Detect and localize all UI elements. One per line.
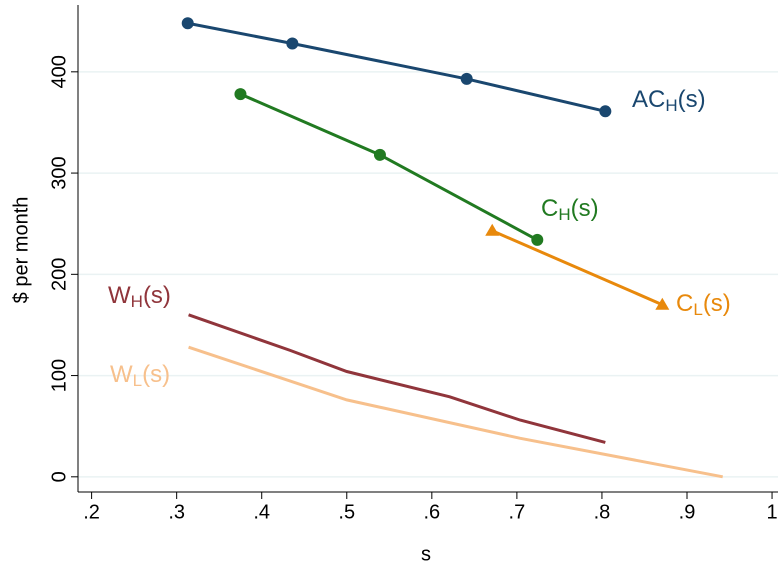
series-label: CL(s) xyxy=(676,290,731,319)
series-line xyxy=(188,345,723,479)
series-line xyxy=(188,313,606,444)
series-label-part: AC xyxy=(632,86,665,113)
x-tick-label: .8 xyxy=(594,501,611,523)
point xyxy=(460,72,473,85)
series-label-part: (s) xyxy=(143,282,171,309)
series-label-part: H xyxy=(558,205,570,224)
y-axis-label: $ per month xyxy=(10,197,32,304)
x-axis-label: s xyxy=(421,543,431,565)
series-label: WL(s) xyxy=(110,361,170,390)
series-label-part: H xyxy=(131,292,143,311)
series-label-part: W xyxy=(108,282,131,309)
x-tick-label: .6 xyxy=(423,501,440,523)
series-label-part: W xyxy=(110,361,133,388)
y-tick-label: 300 xyxy=(48,156,70,189)
x-tick-label: .7 xyxy=(509,501,526,523)
series-label-part: C xyxy=(541,195,558,222)
x-tick-label: .2 xyxy=(83,501,100,523)
series-label-part: (s) xyxy=(703,290,731,317)
x-tick-label: .4 xyxy=(253,501,270,523)
point xyxy=(599,105,612,118)
series-label-part: L xyxy=(133,371,142,390)
series-label-part: (s) xyxy=(571,195,599,222)
series-line xyxy=(187,21,606,113)
x-tick-label: .5 xyxy=(338,501,355,523)
point xyxy=(234,88,247,101)
y-tick-label: 0 xyxy=(48,471,70,482)
point xyxy=(531,233,544,246)
y-tick-label: 200 xyxy=(48,258,70,291)
y-tick-label: 100 xyxy=(48,359,70,392)
series-label-part: (s) xyxy=(142,361,170,388)
series-label-part: H xyxy=(665,96,677,115)
x-tick-label: 1 xyxy=(766,501,777,523)
series-line xyxy=(491,229,663,307)
point xyxy=(286,37,299,50)
x-tick-label: .9 xyxy=(679,501,696,523)
series-label: WH(s) xyxy=(108,282,171,311)
y-tick-label: 400 xyxy=(48,55,70,88)
series-label: CH(s) xyxy=(541,195,599,224)
series-label-part: C xyxy=(676,290,693,317)
point xyxy=(181,17,194,30)
point xyxy=(485,223,500,236)
series-label-part: L xyxy=(693,300,702,319)
point xyxy=(655,297,670,310)
series-label-part: (s) xyxy=(678,86,706,113)
series-line xyxy=(239,92,539,242)
series-label: ACH(s) xyxy=(632,86,706,115)
point xyxy=(373,148,386,161)
x-tick-label: .3 xyxy=(168,501,185,523)
